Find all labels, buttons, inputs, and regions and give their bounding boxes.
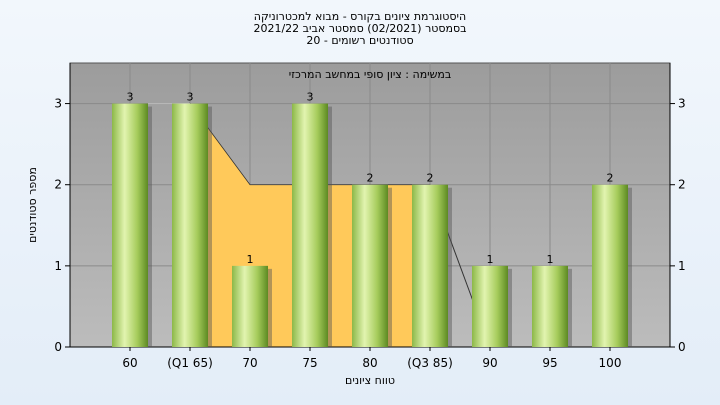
bar	[172, 103, 208, 347]
chart-subtitle-students: סטודנטים רשומים - 20	[306, 34, 414, 47]
bar-value-label: 2	[427, 172, 434, 185]
bar-value-label: 1	[247, 253, 254, 266]
bar-value-label: 3	[307, 91, 314, 104]
x-tick-label: 75	[302, 356, 317, 370]
y-tick-label-left: 2	[54, 178, 62, 192]
bar-value-label: 3	[127, 91, 134, 104]
bar-value-label: 2	[367, 172, 374, 185]
bar-value-label: 2	[607, 172, 614, 185]
x-tick-label: 95	[542, 356, 557, 370]
chart-subtitle-semester: בסמסטר (02/2021) סמסטר אביב 2021/22	[253, 22, 467, 35]
bar-value-label: 1	[487, 253, 494, 266]
bar	[352, 184, 388, 347]
x-tick-label: 60	[122, 356, 137, 370]
bar	[472, 265, 508, 347]
x-tick-label: 80	[362, 356, 377, 370]
bar	[232, 265, 268, 347]
y-tick-label-right: 0	[678, 340, 686, 354]
bar	[112, 103, 148, 347]
y-tick-label-right: 3	[678, 97, 686, 111]
x-tick-label: 70	[242, 356, 257, 370]
x-tick-label: 100	[599, 356, 622, 370]
x-tick-label: 90	[482, 356, 497, 370]
y-tick-label-left: 0	[54, 340, 62, 354]
y-tick-label-right: 1	[678, 259, 686, 273]
x-axis-title: טווח ציונים	[345, 374, 395, 387]
bar	[412, 184, 448, 347]
y-tick-label-right: 2	[678, 178, 686, 192]
x-tick-label: (Q1 65)	[167, 356, 213, 370]
y-axis-title: מספר סטודנטים	[26, 167, 39, 243]
bar	[532, 265, 568, 347]
y-tick-label-left: 1	[54, 259, 62, 273]
chart-annotation: במשימה : ציון סופי במחשב המרכזי	[289, 68, 452, 81]
bar	[292, 103, 328, 347]
bar-value-label: 1	[547, 253, 554, 266]
bar-value-label: 3	[187, 91, 194, 104]
x-tick-label: (Q3 85)	[407, 356, 453, 370]
bar	[592, 184, 628, 347]
chart-title: היסטוגרמת ציונים בקורס - מבוא למכטרוניקה	[253, 10, 467, 23]
y-tick-label-left: 3	[54, 97, 62, 111]
